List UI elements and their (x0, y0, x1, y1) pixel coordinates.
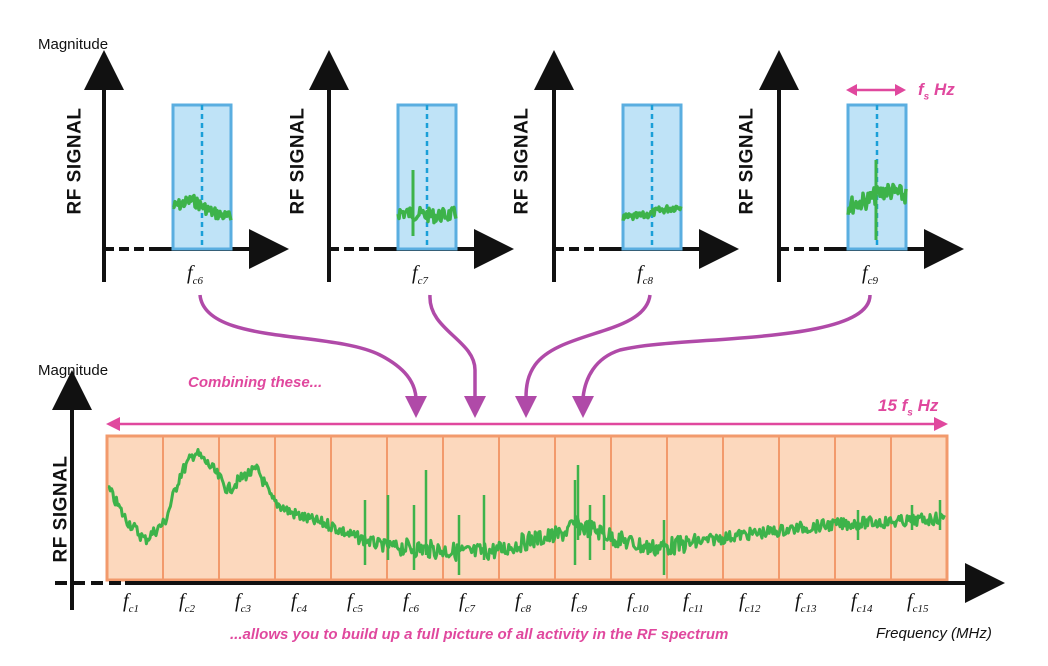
bandwidth-arrow (846, 84, 906, 96)
bottom-fc-label-5: fc5 (347, 590, 363, 615)
top-rf-signal-label-2: RF SIGNAL (287, 107, 309, 215)
band-signal-trace-1 (172, 193, 233, 221)
fc-symbol: f (795, 590, 801, 612)
arrow-fc8 (515, 294, 652, 418)
fc-symbol: f (739, 590, 745, 612)
bottom-fc-label-14: fc14 (851, 590, 872, 615)
span-arrow-right-head (934, 417, 948, 431)
fc-symbol: f (907, 590, 913, 612)
bottom-fc-label-11: fc11 (683, 590, 704, 615)
fc-subscript: c8 (520, 603, 531, 615)
bottom-fc-label-10: fc10 (627, 590, 648, 615)
fc-symbol: f (851, 590, 857, 612)
fc-subscript: c15 (912, 603, 929, 615)
bottom-magnitude-label: Magnitude (38, 362, 109, 379)
top-magnitude-label: Magnitude (38, 36, 109, 53)
band-signal-trace-2 (396, 205, 458, 225)
fc-symbol: f (515, 590, 521, 612)
top-panel-2 (309, 50, 514, 282)
fc-subscript: c1 (128, 603, 139, 615)
fc-subscript: c5 (352, 603, 363, 615)
top-fc-label-3: fc8 (637, 262, 653, 287)
fc-subscript: c11 (688, 603, 704, 615)
bandwidth-arrow-right-head (895, 84, 906, 96)
top-panel-4 (759, 50, 964, 282)
arrow-fc9-head (572, 396, 594, 418)
fc-symbol: f (627, 590, 633, 612)
bottom-fc-label-2: fc2 (179, 590, 195, 615)
arrow-fc9-curve (581, 294, 872, 399)
bottom-fc-label-13: fc13 (795, 590, 816, 615)
fc-subscript: c10 (632, 603, 649, 615)
bottom-fc-label-6: fc6 (403, 590, 419, 615)
top-fc-label-1: fc6 (187, 262, 203, 287)
fc-symbol: f (571, 590, 577, 612)
bottom-fc-label-9: fc9 (571, 590, 587, 615)
bottom-fc-label-8: fc8 (515, 590, 531, 615)
fc-symbol: f (291, 590, 297, 612)
spectrum-background (105, 434, 949, 582)
fc-symbol: f (403, 590, 409, 612)
fc-symbol: f (459, 590, 465, 612)
fc-symbol: f (235, 590, 241, 612)
fc-subscript: c12 (744, 603, 761, 615)
fc-symbol: f (347, 590, 353, 612)
spectrum-signal-trace (107, 448, 946, 562)
band-signal-trace-3 (621, 204, 683, 222)
fc-subscript: c13 (800, 603, 817, 615)
top-rf-signal-label-3: RF SIGNAL (511, 107, 533, 215)
bottom-rf-signal-label: RF SIGNAL (50, 455, 72, 563)
top-rf-signal-label-4: RF SIGNAL (736, 107, 758, 215)
arrow-fc6-head (405, 396, 427, 418)
top-fc-label-2: fc7 (412, 262, 428, 287)
arrow-fc7-curve (428, 294, 477, 398)
fc-subscript: c2 (184, 603, 195, 615)
fc-subscript: c14 (856, 603, 873, 615)
fc-subscript: c9 (576, 603, 587, 615)
bottom-fc-label-1: fc1 (123, 590, 139, 615)
fc-subscript: c6 (408, 603, 419, 615)
top-panel-3 (534, 50, 739, 282)
caption-text: ...allows you to build up a full picture… (230, 626, 729, 643)
arrow-fc7-head (464, 396, 486, 418)
fc-symbol: f (179, 590, 185, 612)
top-rf-signal-label-1: RF SIGNAL (64, 107, 86, 215)
span-arrow (106, 417, 948, 431)
bottom-fc-label-15: fc15 (907, 590, 928, 615)
span-label: 15 fs Hz (878, 396, 939, 419)
fc-symbol: f (123, 590, 129, 612)
fc-subscript: c4 (296, 603, 307, 615)
bottom-fc-label-7: fc7 (459, 590, 475, 615)
arrow-fc6-curve (198, 294, 418, 399)
arrow-fc7 (428, 294, 486, 418)
bandwidth-label: fs Hz (918, 80, 955, 103)
fc-subscript: c7 (464, 603, 475, 615)
fc-subscript: c3 (240, 603, 251, 615)
fc-symbol: f (683, 590, 689, 612)
combining-text: Combining these... (188, 374, 323, 391)
arrow-fc8-curve (524, 294, 652, 399)
bottom-fc-label-12: fc12 (739, 590, 760, 615)
top-panel-1 (84, 50, 289, 282)
bottom-fc-label-4: fc4 (291, 590, 307, 615)
span-arrow-left-head (106, 417, 120, 431)
arrow-fc6 (198, 294, 427, 418)
x-axis-label: Frequency (MHz) (876, 625, 992, 642)
top-fc-label-4: fc9 (862, 262, 878, 287)
arrow-fc9 (572, 294, 872, 418)
arrow-fc8-head (515, 396, 537, 418)
bottom-fc-label-3: fc3 (235, 590, 251, 615)
bandwidth-arrow-left-head (846, 84, 857, 96)
